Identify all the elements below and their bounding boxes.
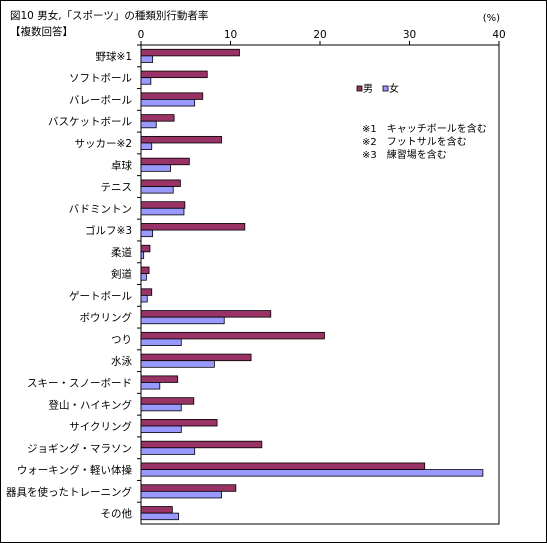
category-label: つり — [111, 334, 132, 346]
bar-male — [140, 440, 263, 449]
bar-male — [140, 135, 222, 144]
unit-label: (%) — [483, 13, 500, 24]
bar-female — [140, 360, 215, 368]
bar-female — [140, 447, 196, 455]
legend-label: 女 — [389, 82, 399, 95]
bar-male — [140, 288, 153, 296]
category-label: 卓球 — [111, 159, 132, 172]
x-tick-label: 20 — [313, 29, 326, 41]
bar-female — [140, 55, 154, 63]
x-tick-label: 0 — [138, 29, 145, 41]
category-label: 野球※1 — [96, 50, 132, 63]
bar-male — [140, 92, 204, 100]
category-label: テニス — [101, 182, 133, 194]
bar-female — [140, 120, 157, 129]
footnote: ※1 キャッチボールを含む — [362, 122, 487, 135]
bar-female — [140, 273, 147, 281]
bar-female — [140, 469, 484, 477]
legend-swatch — [382, 85, 389, 92]
bar-female — [140, 382, 161, 390]
category-label: バレーボール — [69, 94, 132, 106]
category-label: ゴルフ※3 — [85, 224, 132, 237]
category-label: 器具を使ったトレーニング — [6, 485, 132, 498]
bar-female — [140, 142, 153, 150]
category-label: スキー・スノーボード — [27, 377, 132, 389]
bar-male — [140, 310, 272, 318]
category-label: バスケットボール — [48, 116, 132, 128]
category-label: ジョギング・マラソン — [27, 442, 132, 455]
chart-subtitle: 【複数回答】 — [10, 25, 73, 38]
bar-female — [140, 251, 145, 259]
bar-male — [140, 179, 181, 187]
category-label: 柔道 — [111, 246, 132, 259]
bar-male — [140, 397, 195, 405]
bar-male — [140, 462, 426, 470]
bar-female — [140, 294, 148, 303]
bar-male — [140, 375, 179, 383]
bar-male — [140, 157, 190, 166]
bar-female — [140, 207, 185, 216]
category-label: ゲートボール — [69, 290, 132, 302]
annotations: ※1 キャッチボールを含む※2 フットサルを含む※3 練習場を含む — [362, 122, 487, 161]
bar-female — [140, 425, 182, 434]
chart-title: 図10 男女,「スポーツ」の種類別行動者率 — [10, 9, 208, 22]
bar-male — [140, 484, 237, 492]
bar-female — [140, 77, 152, 85]
bar-male — [140, 48, 240, 57]
footnote: ※2 フットサルを含む — [362, 135, 467, 148]
bar-female — [140, 316, 225, 325]
bar-male — [140, 506, 173, 514]
category-label: ソフトボール — [69, 73, 132, 85]
bar-female — [140, 99, 196, 107]
legend-swatch — [356, 85, 363, 92]
category-label: ウォーキング・軽い体操 — [17, 464, 133, 477]
bar-female — [140, 229, 154, 238]
category-label: 水泳 — [111, 355, 132, 368]
bar-female — [140, 338, 182, 346]
legend: 男女 — [356, 82, 399, 95]
bar-male — [140, 419, 218, 427]
category-label: ボウリング — [80, 311, 133, 324]
category-label: サッカー※2 — [75, 138, 132, 150]
bar-male — [140, 353, 252, 362]
category-label: その他 — [101, 507, 133, 520]
bar-male — [140, 244, 151, 253]
category-label: 登山・ハイキング — [49, 398, 133, 411]
bar-female — [140, 164, 171, 172]
bar-female — [140, 403, 182, 412]
bar-male — [140, 201, 186, 209]
bar-male — [140, 70, 208, 79]
x-tick-label: 10 — [224, 29, 237, 41]
bar-male — [140, 331, 325, 340]
legend-label: 男 — [363, 83, 373, 95]
category-label: バドミントン — [69, 203, 132, 215]
category-label: サイクリング — [69, 420, 132, 433]
bar-male — [140, 223, 246, 231]
bar-female — [140, 490, 222, 499]
x-tick-label: 30 — [403, 29, 416, 41]
category-label: 剣道 — [111, 268, 132, 281]
bar-male — [140, 266, 150, 275]
footnote: ※3 練習場を含む — [362, 148, 447, 161]
x-tick-label: 40 — [492, 29, 505, 41]
bar-female — [140, 186, 174, 194]
bar-female — [140, 512, 179, 521]
bar-male — [140, 114, 175, 122]
